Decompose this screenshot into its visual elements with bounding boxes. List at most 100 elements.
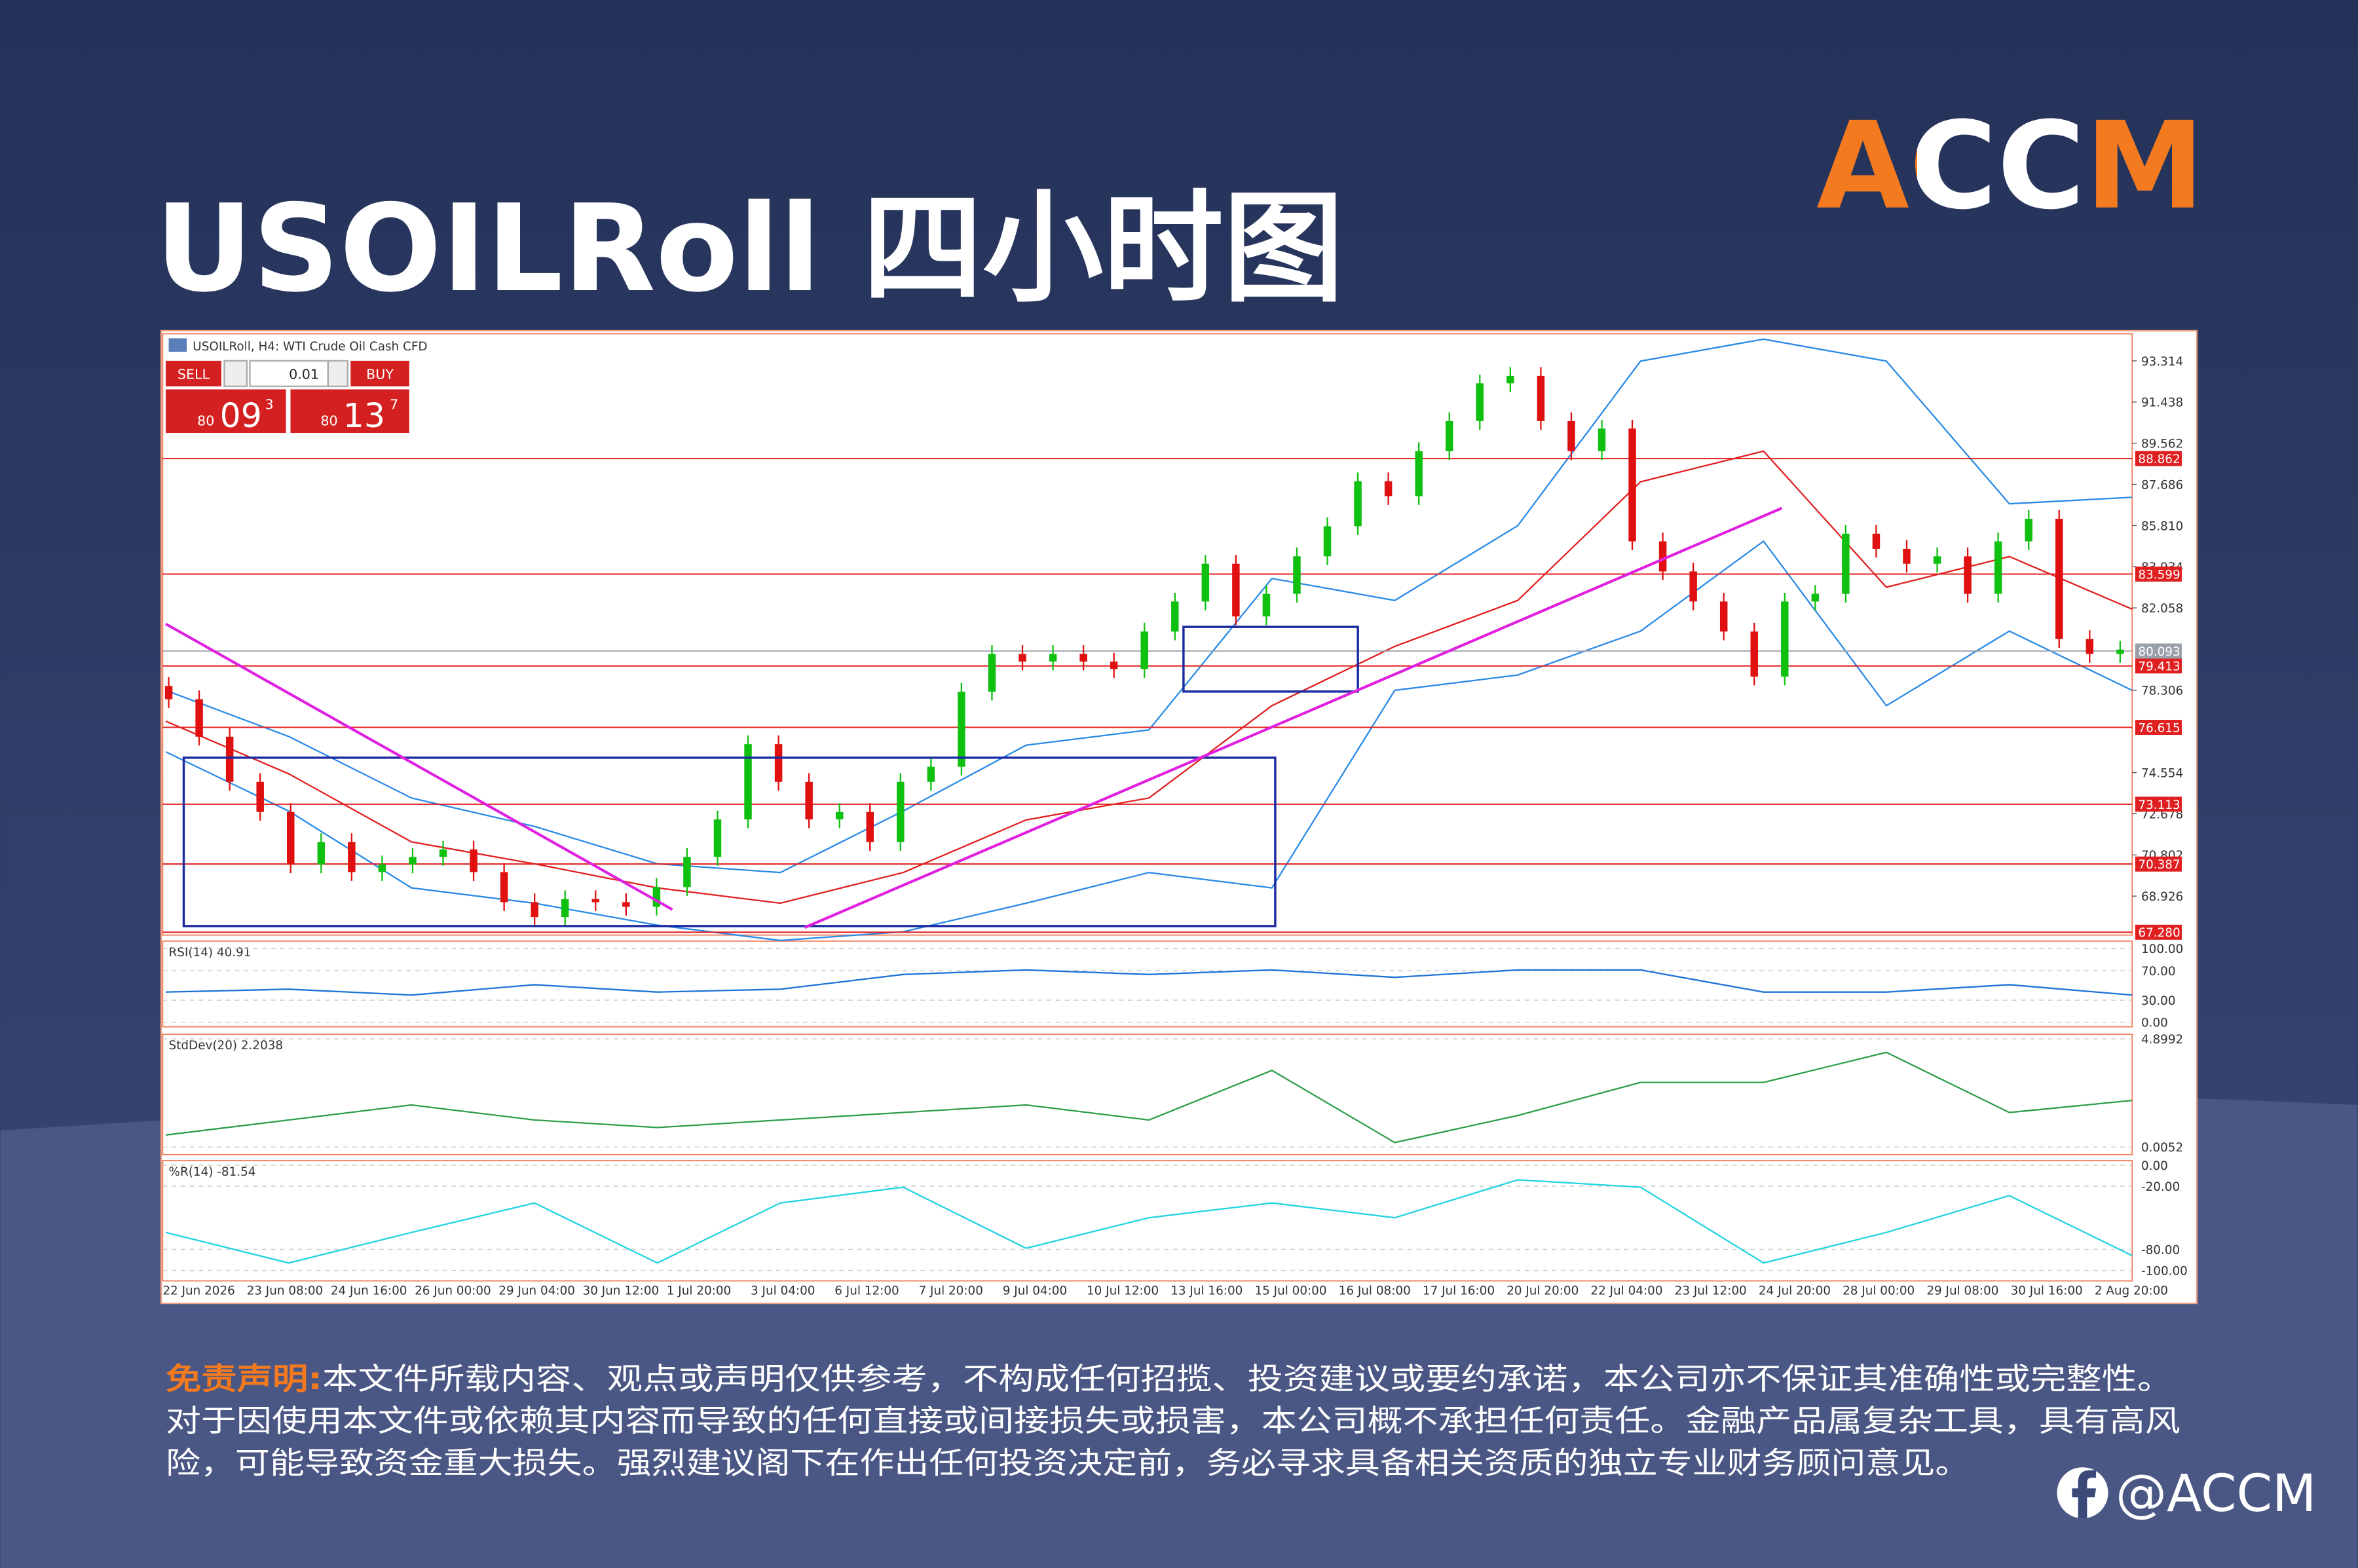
level-label: 70.387 [2138, 858, 2180, 872]
icon [168, 338, 187, 352]
volume: 0.01 [289, 366, 319, 382]
plot: 93.31491.43889.56287.68685.81083.93482.0… [162, 338, 2188, 1297]
candle-body [1293, 556, 1301, 594]
x-tick-label: 29 Jul 08:00 [1926, 1284, 1998, 1297]
level-tag [2135, 856, 2182, 872]
candle-body [1658, 541, 1667, 572]
candle-body [1506, 375, 1514, 384]
disclaimer-text: 本文件所载内容、观点或声明仅供参考，不构成任何招揽、投资建议或要约承诺，本公司亦… [322, 1361, 2173, 1396]
candle-body [195, 699, 203, 737]
candle-body [1323, 526, 1332, 557]
disclaimer-line: 险，可能导致资金重大损失。强烈建议阁下在作出任何投资决定前，务必寻求具备相关资质… [166, 1445, 1970, 1480]
y-tick-label: 78.306 [2141, 684, 2183, 698]
candle-body [683, 857, 691, 887]
x-tick-label: 2 Aug 20:00 [2095, 1284, 2168, 1297]
candle-body [1719, 601, 1728, 632]
candle-body [1232, 563, 1240, 617]
buy-label: BUY [366, 366, 394, 382]
rsi-panel [162, 940, 2133, 1028]
overlay-line [165, 540, 2133, 942]
overlay-line [165, 338, 2133, 874]
spin[interactable] [327, 360, 348, 388]
candle-body [622, 902, 630, 907]
candle-body [1537, 375, 1545, 421]
candle-body [744, 744, 752, 820]
candle-body [317, 842, 326, 865]
sell-label: SELL [178, 366, 210, 382]
candle-body [1567, 420, 1575, 451]
x-tick-label: 29 Jun 04:00 [498, 1284, 575, 1297]
y-tick-label: 74.554 [2141, 766, 2183, 780]
candle-body [927, 766, 935, 782]
candle-body [164, 686, 173, 700]
disclaimer-line: 免责声明: 本文件所载内容、观点或声明仅供参考，不构成任何招揽、投资建议或要约承诺… [166, 1361, 2173, 1396]
dropdown[interactable] [223, 360, 248, 388]
candle-body [470, 849, 477, 872]
y-tick-label: 70.00 [2141, 965, 2176, 979]
y-tick-label: 0.0052 [2141, 1141, 2183, 1155]
candle-body [713, 819, 722, 857]
x-tick-label: 30 Jun 12:00 [583, 1284, 660, 1297]
x-tick-label: 24 Jun 16:00 [331, 1284, 407, 1297]
x-tick-label: 1 Jul 20:00 [667, 1284, 731, 1297]
y-tick-label: 30.00 [2141, 994, 2176, 1008]
candle-body [835, 812, 844, 820]
x-tick-label: 23 Jul 12:00 [1675, 1284, 1747, 1297]
x-tick-label: 30 Jul 16:00 [2011, 1284, 2083, 1297]
level-label: 76.615 [2138, 721, 2180, 735]
candle-body [1964, 556, 1972, 594]
x-tick-label: 28 Jul 00:00 [1843, 1284, 1915, 1297]
candle-body [1171, 601, 1179, 632]
sell-button[interactable] [165, 360, 221, 386]
x-tick-label: 20 Jul 20:00 [1506, 1284, 1579, 1297]
candle-body [1933, 556, 1941, 564]
candle-body [500, 872, 508, 903]
level-label: 73.113 [2138, 798, 2180, 812]
buy-point: 7 [390, 396, 398, 412]
candle-body [591, 899, 600, 903]
buy-big: 80 [320, 413, 337, 429]
wpr-panel [162, 1160, 2133, 1282]
x-tick-label: 6 Jul 12:00 [834, 1284, 899, 1297]
y-tick-label: -80.00 [2141, 1243, 2180, 1257]
y-tick-label: 0.00 [2141, 1017, 2168, 1030]
sell-big: 80 [197, 413, 214, 429]
trendline [164, 622, 673, 911]
y-tick-label: 87.686 [2141, 478, 2183, 492]
overlay-line [165, 450, 2133, 905]
candle-body [2055, 519, 2063, 639]
x-tick-label: 23 Jun 08:00 [247, 1284, 324, 1297]
chart-frame [160, 329, 2198, 1305]
y-tick-label: 0.00 [2141, 1159, 2168, 1173]
candle-body [1476, 383, 1484, 421]
x-tick-label: 22 Jun 2026 [162, 1284, 234, 1297]
candle-body [1750, 631, 1758, 677]
y-tick-label: 100.00 [2141, 943, 2183, 956]
x-tick-label: 13 Jul 16:00 [1170, 1284, 1243, 1297]
candle-body [897, 781, 905, 842]
buy-price-box[interactable] [290, 389, 409, 434]
buy-button[interactable] [350, 360, 409, 386]
disclaimer-line: 对于因使用本文件或依赖其内容而导致的任何直接或间接损失或损害，本公司概不承担任何… [166, 1403, 2180, 1438]
candle-body [2086, 639, 2094, 654]
x-tick-label: 26 Jun 00:00 [415, 1284, 491, 1297]
y-tick-label: 85.810 [2141, 519, 2183, 533]
candle-body [988, 654, 996, 692]
indicator-line [165, 1051, 2133, 1144]
sell-pips: 09 [220, 396, 262, 435]
candle-body [1384, 481, 1393, 496]
candle-body [1781, 601, 1789, 677]
x-tick-label: 3 Jul 04:00 [751, 1284, 815, 1297]
candle-body [1445, 420, 1453, 451]
x-tick-label: 24 Jul 20:00 [1759, 1284, 1831, 1297]
sell-price-box[interactable] [165, 389, 286, 434]
level-label: 88.862 [2138, 453, 2180, 466]
candle-body [439, 849, 447, 857]
x-tick-label: 17 Jul 16:00 [1423, 1284, 1495, 1297]
candle-body [1872, 533, 1881, 549]
y-tick-label: 93.314 [2141, 355, 2183, 369]
candle-body [866, 812, 874, 842]
candle-body [1811, 593, 1820, 602]
y-tick-label: -100.00 [2141, 1264, 2188, 1278]
